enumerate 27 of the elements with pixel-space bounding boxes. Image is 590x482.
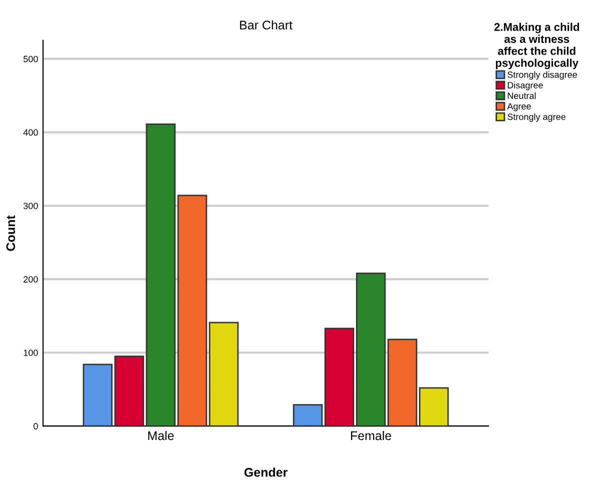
bar xyxy=(324,328,354,426)
bar xyxy=(387,338,418,426)
bar xyxy=(114,356,144,426)
legend-label: Neutral xyxy=(508,92,536,99)
y-tick-label: 500 xyxy=(24,56,38,62)
x-axis-title: Gender xyxy=(244,468,288,477)
bar xyxy=(82,364,113,426)
y-axis-title: Count xyxy=(6,215,16,251)
y-tick-label: 0 xyxy=(34,423,38,430)
chart-title: Bar Chart xyxy=(240,20,292,30)
bar xyxy=(146,124,176,426)
y-tick-label: 100 xyxy=(24,350,38,356)
legend-label: Agree xyxy=(507,103,531,112)
legend-label: Strongly agree xyxy=(508,113,566,122)
legend-title: 2.Making a child as a witness affect the child psychologically xyxy=(494,22,580,70)
x-tick-label: Male xyxy=(148,430,174,440)
legend-label: Strongly disagree xyxy=(508,71,577,80)
y-tick-label: 400 xyxy=(23,129,38,136)
bar xyxy=(356,272,386,426)
legend-label: Disagree xyxy=(508,82,543,90)
bar xyxy=(292,404,323,426)
bar xyxy=(177,194,208,426)
x-tick-label: Female xyxy=(351,430,392,440)
y-tick-label: 300 xyxy=(23,202,38,210)
bar xyxy=(419,387,449,426)
y-tick-label: 200 xyxy=(24,276,38,283)
bar xyxy=(208,322,239,426)
